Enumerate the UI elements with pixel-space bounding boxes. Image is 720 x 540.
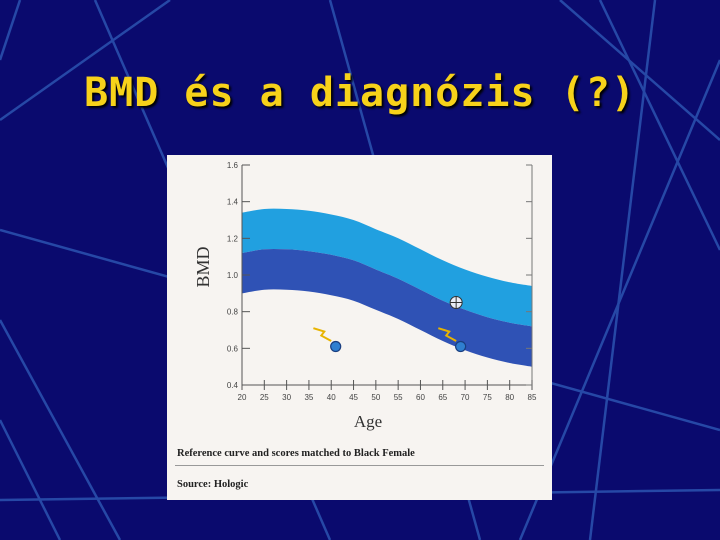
x-tick-label: 75 <box>483 393 492 402</box>
y-tick-label: 1.0 <box>227 271 239 280</box>
x-tick-label: 70 <box>461 393 470 402</box>
x-tick-label: 40 <box>327 393 336 402</box>
x-tick-label: 20 <box>238 393 247 402</box>
x-tick-label: 25 <box>260 393 269 402</box>
data-point-crossed <box>449 296 463 309</box>
data-marks <box>313 296 467 353</box>
bmd-chart: 20 25 30 35 40 45 50 55 60 65 70 75 80 85 0.4 0.6 0.8 1.0… <box>193 161 537 431</box>
y-tick-label: 0.8 <box>227 308 239 317</box>
data-point <box>330 340 342 353</box>
x-tick-label: 60 <box>416 393 425 402</box>
x-tick-label: 80 <box>505 393 514 402</box>
slide-title: BMD és a diagnózis (?) <box>84 70 636 116</box>
chart-panel: 20 25 30 35 40 45 50 55 60 65 70 75 80 85 0.4 0.6 0.8 1.0… <box>167 155 552 500</box>
reference-band-2 <box>242 248 532 367</box>
y-tick-label: 0.6 <box>227 344 239 353</box>
x-tick-label: 65 <box>438 393 447 402</box>
x-tick-label: 45 <box>349 393 358 402</box>
x-tick-label: 30 <box>282 393 291 402</box>
pointer-arrow <box>438 327 457 342</box>
reference-bands <box>242 208 532 367</box>
y-tick-label: 0.4 <box>227 381 239 390</box>
reference-band-1 <box>242 208 532 327</box>
pointer-arrow <box>313 327 332 342</box>
y-tick-label: 1.4 <box>227 198 239 207</box>
x-tick-label: 50 <box>371 393 380 402</box>
y-tick-label: 1.2 <box>227 234 239 243</box>
data-point <box>455 340 467 353</box>
caption-reference: Reference curve and scores matched to Bl… <box>177 448 415 459</box>
x-tick-label: 35 <box>304 393 313 402</box>
y-tick-label: 1.6 <box>227 161 239 170</box>
axes: 20 25 30 35 40 45 50 55 60 65 70 75 80 85 0.4 0.6 0.8 1.0… <box>227 161 537 402</box>
x-axis-label: Age <box>354 412 382 431</box>
x-tick-label: 55 <box>394 393 403 402</box>
caption-separator <box>175 465 544 466</box>
x-tick-label: 85 <box>528 393 537 402</box>
caption-source: Source: Hologic <box>177 479 249 490</box>
y-axis-label: BMD <box>193 246 213 287</box>
